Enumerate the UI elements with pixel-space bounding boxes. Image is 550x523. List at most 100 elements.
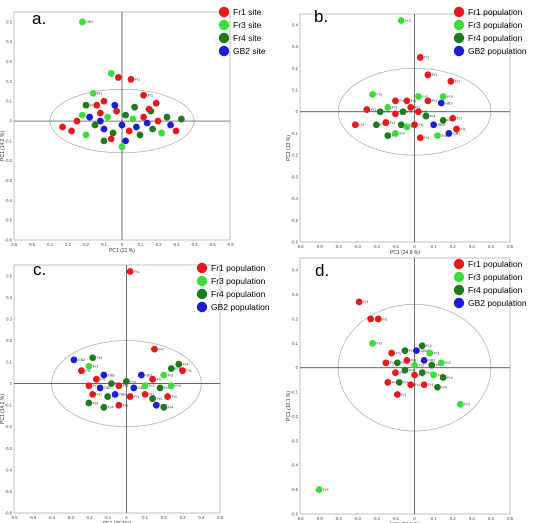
point-label: GB2	[145, 373, 152, 377]
point-gb2	[445, 130, 453, 137]
y-tick-label: -0.3	[5, 446, 13, 451]
x-tick-label: -0.2	[154, 242, 162, 247]
point-fr1	[416, 54, 424, 61]
point-fr4	[384, 132, 392, 140]
point-label: Fr4	[157, 397, 162, 401]
y-tick-label: 0.3	[292, 44, 298, 49]
y-tick-label: -0.4	[291, 463, 299, 468]
point-label: Fr4	[164, 386, 169, 390]
point-label: Fr4	[93, 401, 98, 405]
point-fr1	[407, 381, 415, 389]
legend-label: Fr3 population	[468, 272, 523, 282]
point-label: GB2	[138, 386, 145, 390]
point-fr1	[384, 378, 392, 386]
x-tick-label: 0.2	[450, 516, 456, 521]
panel-4: -0.6 -0.5 -0.4 -0.3 -0.2 -0.1 0 0.1 0.2 0.3 0.4 0.5…	[286, 257, 527, 523]
x-tick-label: 0	[413, 244, 416, 249]
point-label: Fr4	[409, 349, 414, 353]
point-fr3	[369, 339, 376, 347]
point-fr1	[388, 349, 396, 357]
panel-1: 0.6 0.5 0.4 0.3 0.2 0.1 0 -0.1 -0.2 -0.3 -0.4 -0.5 -…	[0, 6, 266, 254]
point-label: Fr1	[461, 127, 466, 131]
point-fr1	[93, 375, 100, 383]
x-tick-label: 0.3	[469, 244, 475, 249]
point-fr1	[154, 117, 162, 125]
point-fr4	[418, 342, 426, 350]
y-tick-label: -0.6	[5, 238, 13, 243]
point-label: Fr1	[455, 80, 460, 84]
point-fr4	[428, 361, 436, 369]
legend-label: Fr4 population	[468, 285, 523, 295]
legend-label: Fr4 population	[468, 33, 523, 43]
y-tick-label: -0.3	[291, 438, 299, 443]
point-fr3	[158, 129, 166, 137]
point-fr3	[107, 70, 115, 77]
point-label: Fr4	[426, 371, 431, 375]
point-fr1	[420, 381, 428, 389]
legend-marker-fr4	[453, 284, 465, 296]
point-fr4	[401, 366, 409, 374]
point-fr1	[100, 97, 108, 105]
point-fr3	[403, 123, 411, 131]
x-tick-label: -0.3	[354, 516, 362, 521]
panel-letter: d.	[315, 261, 329, 280]
y-tick-label: -0.4	[5, 198, 13, 203]
point-fr1	[355, 298, 363, 306]
point-fr3	[82, 131, 90, 139]
point-fr3	[369, 90, 376, 98]
point-gb2	[430, 121, 438, 129]
point-label: Fr3	[175, 384, 180, 388]
point-fr1	[68, 127, 75, 135]
point-fr1	[113, 107, 120, 115]
legend-marker-fr1	[218, 6, 230, 18]
point-fr4	[109, 129, 117, 137]
point-fr1	[351, 121, 359, 129]
point-label: Fr1	[396, 351, 401, 355]
point-fr1	[392, 110, 399, 118]
x-tick-label: 0.1	[431, 516, 437, 521]
point-fr1	[73, 117, 81, 125]
panel-letter: a.	[32, 9, 46, 28]
point-fr4	[399, 108, 407, 116]
point-fr4	[131, 103, 139, 111]
y-tick-label: 0.4	[292, 268, 298, 273]
point-label: Fr3	[168, 373, 173, 377]
x-tick-label: -0.4	[48, 515, 56, 520]
x-tick-label: 0.1	[431, 244, 437, 249]
point-fr3	[160, 371, 168, 379]
y-tick-label: -0.6	[291, 512, 299, 517]
point-fr1	[125, 127, 133, 135]
x-tick-label: 0	[121, 242, 124, 247]
point-label: Fr1	[187, 369, 192, 373]
point-gb2	[137, 371, 145, 379]
x-tick-label: 0.2	[450, 244, 456, 249]
point-fr1	[145, 105, 153, 113]
point-fr3	[430, 371, 438, 379]
x-tick-label: -0.6	[296, 244, 304, 249]
point-label: Fr1	[158, 347, 163, 351]
y-tick-label: 0.1	[292, 341, 298, 346]
y-tick-label: -0.3	[5, 178, 13, 183]
point-label: GB2	[428, 359, 435, 363]
legend-label: GB2 population	[468, 298, 527, 308]
point-fr4	[178, 115, 185, 123]
x-tick-label: 0.3	[469, 516, 475, 521]
legend-label: Fr1 population	[468, 7, 523, 17]
point-fr1	[403, 97, 411, 105]
point-label: Fr1	[411, 359, 416, 363]
y-tick-label: 0.5	[6, 19, 12, 24]
point-fr3	[141, 382, 149, 390]
point-fr4	[100, 403, 108, 411]
point-fr1	[392, 97, 399, 105]
legend-marker-fr4	[218, 32, 230, 44]
legend-marker-fr1	[453, 258, 465, 270]
point-label: Fr1	[392, 381, 397, 385]
x-tick-label: -0.4	[335, 244, 343, 249]
point-fr4	[397, 121, 405, 129]
point-label: Fr1	[157, 378, 162, 382]
point-fr1	[424, 71, 432, 79]
point-label: Fr1	[424, 136, 429, 140]
point-fr1	[126, 268, 134, 275]
point-label: GB2	[104, 386, 111, 390]
point-label: Fr3	[149, 384, 154, 388]
